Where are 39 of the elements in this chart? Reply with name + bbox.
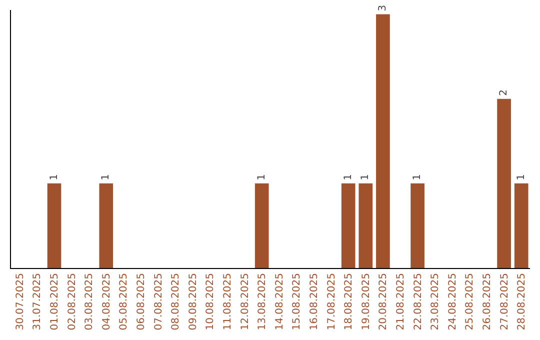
x-tick-label: 05.08.2025 (118, 273, 130, 330)
x-tick-label: 28.08.2025 (516, 273, 528, 330)
data-label: 1 (100, 174, 112, 180)
x-tick-label: 04.08.2025 (101, 273, 112, 330)
data-label: 1 (342, 174, 354, 180)
x-tick-label: 09.08.2025 (188, 273, 199, 330)
x-tick-label: 11.08.2025 (222, 273, 234, 330)
x-tick-label: 23.08.2025 (430, 273, 442, 330)
data-label: 1 (360, 174, 372, 180)
x-tick-label: 30.07.2025 (14, 273, 26, 330)
x-tick-label: 19.08.2025 (360, 273, 372, 330)
x-tick-label: 14.08.2025 (274, 273, 286, 330)
x-tick-label: 15.08.2025 (292, 273, 303, 330)
x-tick-label: 07.08.2025 (153, 273, 164, 330)
x-tick-label: 17.08.2025 (326, 273, 338, 330)
x-tick-label: 06.08.2025 (136, 273, 147, 330)
data-label: 1 (48, 174, 60, 180)
x-tick-label: 21.08.2025 (396, 273, 406, 330)
data-label: 1 (516, 174, 527, 180)
x-tick-label: 12.08.2025 (240, 273, 251, 330)
data-label: 1 (256, 174, 268, 180)
x-tick-label: 02.08.2025 (66, 273, 78, 330)
x-tick-label: 13.08.2025 (257, 273, 268, 330)
x-tick-label: 03.08.2025 (84, 273, 96, 330)
x-tick-label: 20.08.2025 (378, 273, 390, 330)
x-tick-label: 10.08.2025 (205, 273, 216, 330)
x-tick-label: 01.08.2025 (50, 273, 60, 330)
x-tick-label: 16.08.2025 (309, 273, 320, 330)
x-tick-label: 18.08.2025 (344, 273, 355, 330)
data-label: 2 (498, 89, 510, 96)
data-label: 3 (377, 4, 388, 12)
x-tick-label: 26.08.2025 (482, 273, 493, 330)
x-tick-label: 27.08.2025 (499, 273, 510, 330)
x-tick-label: 24.08.2025 (447, 273, 458, 330)
x-tick-label: 22.08.2025 (412, 273, 424, 330)
x-tick-label: 08.08.2025 (170, 273, 182, 330)
x-tick-label: 31.07.2025 (32, 273, 44, 330)
x-tick-label: 25.08.2025 (464, 273, 476, 330)
data-label: 1 (412, 174, 424, 180)
